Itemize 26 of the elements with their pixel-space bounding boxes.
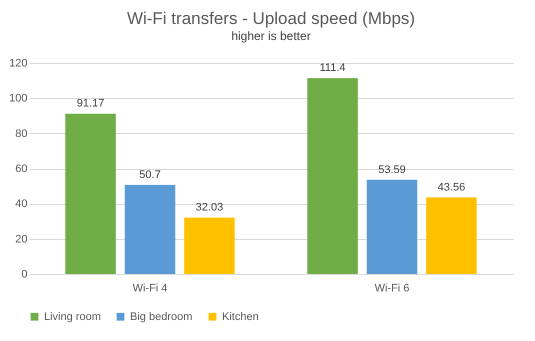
data-label: 43.56 — [438, 181, 466, 194]
bar — [426, 197, 477, 274]
legend-label: Big bedroom — [130, 310, 192, 323]
bar — [184, 218, 235, 274]
bar — [65, 114, 116, 274]
bar — [366, 180, 418, 274]
data-label: 50.7 — [139, 168, 161, 181]
x-tick-label: Wi-Fi 6 — [374, 282, 410, 294]
data-label: 91.17 — [76, 98, 104, 110]
y-tick-label: 40 — [15, 198, 28, 210]
y-tick-label: 60 — [15, 163, 28, 175]
data-label: 32.03 — [196, 202, 224, 214]
y-tick-label: 80 — [15, 128, 28, 140]
y-tick-label: 20 — [15, 233, 28, 246]
y-tick-label: 120 — [9, 58, 28, 70]
x-tick-label: Wi-Fi 4 — [132, 282, 168, 294]
data-label: 53.59 — [378, 164, 406, 176]
legend-label: Living room — [44, 310, 101, 323]
y-tick-label: 0 — [21, 268, 28, 280]
chart-title: Wi-Fi transfers - Upload speed (Mbps) — [126, 9, 416, 28]
y-tick-label: 100 — [9, 92, 28, 105]
chart-subtitle: higher is better — [231, 29, 311, 43]
bar — [307, 78, 358, 274]
data-label: 111.4 — [320, 62, 346, 74]
legend-label: Kitchen — [222, 310, 259, 323]
bar — [124, 184, 176, 274]
